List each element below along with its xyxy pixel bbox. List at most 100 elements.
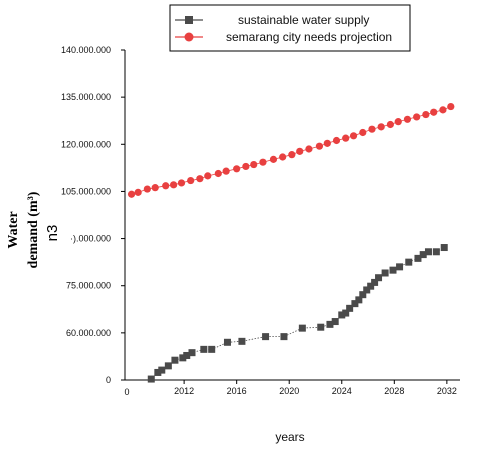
data-point [196, 175, 204, 183]
data-point [367, 282, 375, 290]
y-tick-label: 0 [106, 375, 111, 385]
data-point [262, 333, 270, 341]
data-point [389, 266, 397, 274]
data-point [214, 169, 222, 178]
data-point [432, 248, 440, 256]
series-sustainable-water-supply [147, 244, 448, 383]
data-point [381, 269, 389, 277]
data-point [154, 368, 162, 376]
data-point [424, 248, 432, 256]
data-point [375, 274, 383, 282]
data-point [363, 286, 371, 294]
data-point [259, 158, 267, 166]
data-point [440, 244, 448, 252]
y-tick-label: 105.000.000 [61, 186, 111, 196]
legend-label-needs: semarang city needs projection [226, 30, 392, 44]
data-point [386, 120, 394, 129]
data-point [187, 176, 195, 185]
data-point [377, 123, 385, 131]
data-point [269, 155, 278, 163]
x-tick-label: 2024 [332, 386, 352, 396]
data-point [355, 296, 363, 304]
data-point [323, 139, 331, 147]
data-point [164, 362, 172, 370]
data-point [351, 300, 359, 308]
data-point [177, 179, 186, 187]
data-point [349, 132, 358, 140]
data-point [188, 349, 196, 357]
data-point [371, 278, 379, 286]
data-point [158, 366, 166, 374]
data-point [223, 338, 231, 346]
data-point [171, 356, 179, 364]
data-point [394, 118, 402, 126]
data-point [134, 188, 142, 196]
data-point [151, 184, 159, 192]
data-point [179, 354, 187, 362]
data-point [162, 182, 170, 190]
data-point [170, 181, 178, 189]
data-point [200, 345, 208, 353]
data-point [332, 136, 341, 145]
x-tick-label: 2032 [437, 386, 457, 396]
y-tick-label: ·).000.000 [70, 234, 111, 244]
data-point [288, 151, 296, 159]
x-ticks: 0 2012 2016 2020 2024 2028 2032 [124, 380, 457, 397]
data-point [208, 345, 216, 353]
data-point [430, 108, 438, 116]
data-point [147, 375, 155, 383]
data-point [298, 324, 306, 332]
data-point [143, 185, 151, 193]
data-point [296, 147, 304, 155]
y-tick-label: 120.000.000 [61, 139, 111, 149]
legend: sustainable water supply semarang city n… [169, 4, 411, 52]
data-point [359, 291, 367, 299]
data-point [242, 162, 250, 171]
legend-marker-needs [184, 32, 194, 42]
data-point [405, 258, 413, 266]
data-point [403, 115, 412, 123]
x-tick-label: 2016 [227, 386, 247, 396]
data-point [127, 190, 136, 198]
data-point [368, 125, 376, 133]
series-semarang-city-needs [127, 102, 455, 198]
y-tick-label: 60.000.000 [66, 328, 111, 338]
data-point [222, 167, 230, 175]
data-point [250, 160, 258, 169]
x-tick-label: 2020 [279, 386, 299, 396]
legend-box [169, 4, 411, 52]
legend-label-supply: sustainable water supply [238, 13, 369, 27]
data-point [422, 110, 430, 119]
data-point [183, 351, 191, 359]
data-point [447, 102, 455, 111]
x-tick-label: 2012 [174, 386, 194, 396]
x-origin-label: 0 [124, 387, 129, 397]
data-point [396, 263, 404, 271]
y-tick-label: 140.000.000 [61, 45, 111, 55]
data-point [280, 333, 288, 341]
data-point [204, 172, 212, 180]
y-axis-label-line2: demand (m³) [26, 191, 41, 268]
y-axis-label-line1: Water [6, 211, 21, 248]
y-axis-unit-label: n3 [44, 225, 61, 242]
data-point [342, 134, 350, 142]
data-point [346, 304, 354, 312]
data-point [279, 153, 287, 161]
data-point [326, 320, 334, 328]
x-tick-label: 2028 [384, 386, 404, 396]
data-point [419, 251, 427, 259]
data-point [414, 254, 422, 262]
data-point [413, 113, 421, 121]
data-point [315, 142, 324, 150]
data-point [439, 106, 447, 114]
data-point [233, 165, 241, 173]
y-ticks: 0 60.000.000 75.000.000 ·).000.000 105.000.0… [61, 45, 125, 385]
y-tick-label: 135.000.000 [61, 92, 111, 102]
data-point [359, 128, 367, 137]
data-point [305, 145, 313, 153]
data-point [317, 323, 325, 331]
data-point [338, 311, 346, 319]
x-axis-label: years [275, 430, 304, 444]
data-point [238, 337, 246, 345]
